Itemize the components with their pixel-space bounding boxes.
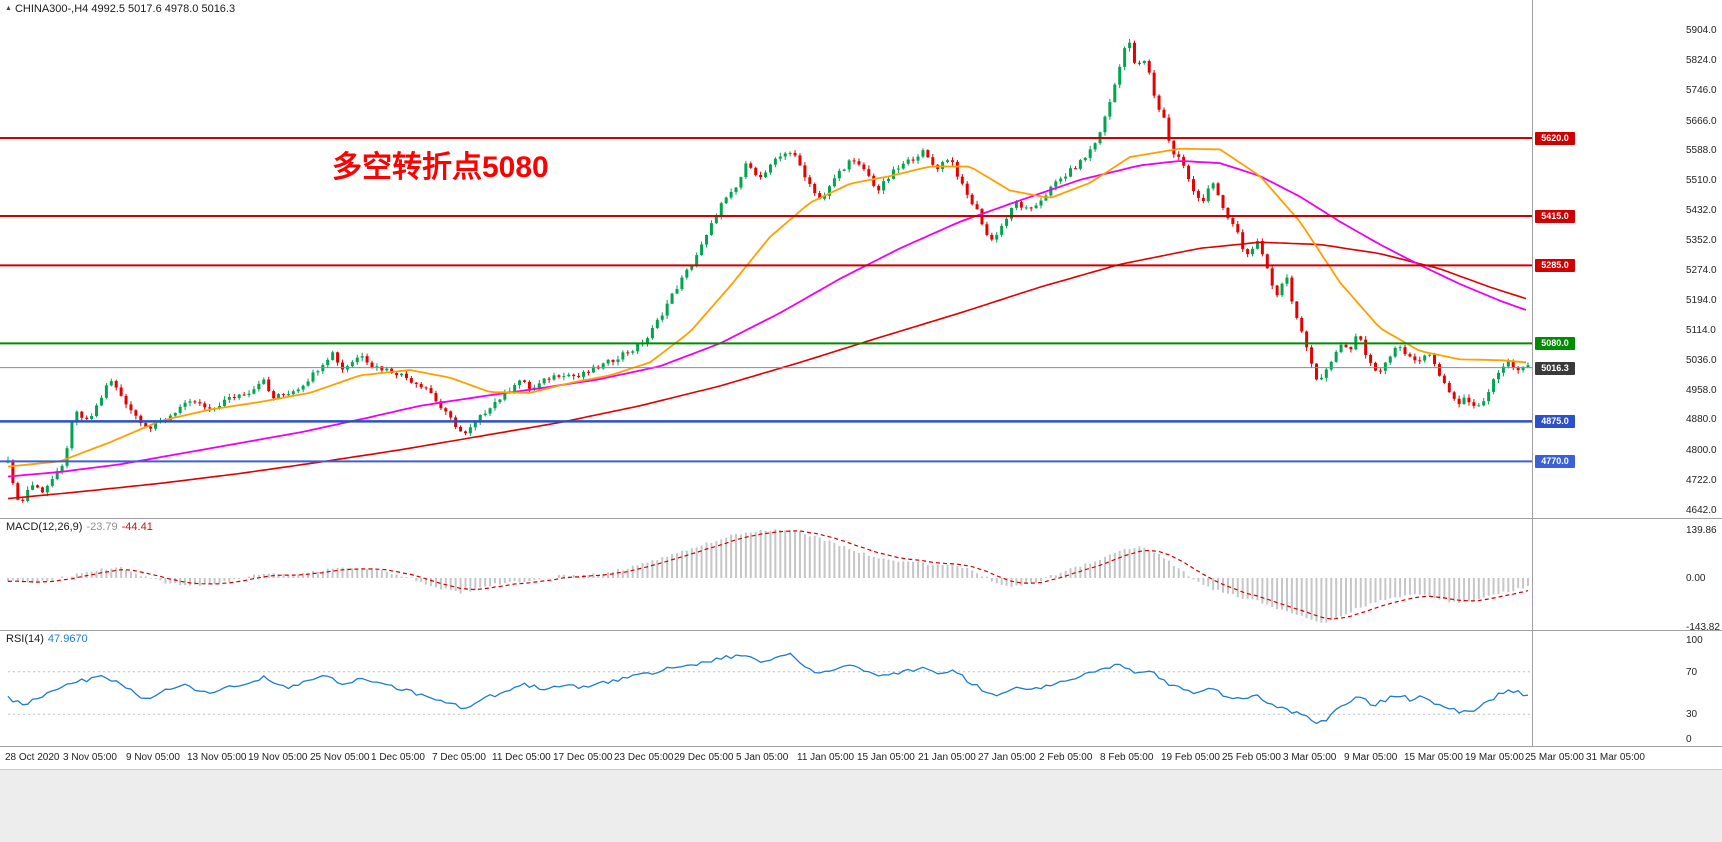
time-axis-label: 31 Mar 05:00 (1586, 752, 1645, 763)
price-axis-tick: 5432.0 (1686, 205, 1717, 216)
price-level-badge: 5415.0 (1535, 210, 1575, 223)
time-axis-label: 1 Dec 05:00 (371, 752, 425, 763)
bottom-strip (0, 769, 1722, 842)
time-axis-label: 2 Feb 05:00 (1039, 752, 1093, 763)
price-axis-tick: 4880.0 (1686, 414, 1717, 425)
time-axis-label: 15 Mar 05:00 (1404, 752, 1463, 763)
chart-canvas[interactable] (0, 0, 1722, 769)
price-axis-tick: 5194.0 (1686, 295, 1717, 306)
time-axis-label: 29 Dec 05:00 (674, 752, 734, 763)
macd-axis-tick: -143.82 (1686, 622, 1720, 633)
time-axis-label: 9 Nov 05:00 (126, 752, 180, 763)
time-axis-label: 3 Nov 05:00 (63, 752, 117, 763)
price-axis-tick: 5824.0 (1686, 55, 1717, 66)
rsi-indicator-label: RSI(14) 47.9670 (6, 633, 88, 645)
time-axis-label: 8 Feb 05:00 (1100, 752, 1154, 763)
time-axis-label: 25 Nov 05:00 (310, 752, 370, 763)
price-level-badge: 5620.0 (1535, 132, 1575, 145)
time-axis-label: 19 Feb 05:00 (1161, 752, 1220, 763)
price-level-badge: 4875.0 (1535, 415, 1575, 428)
rsi-axis-tick: 0 (1686, 734, 1692, 745)
time-axis-label: 15 Jan 05:00 (857, 752, 915, 763)
price-level-badge: 5285.0 (1535, 259, 1575, 272)
rsi-name: RSI(14) (6, 633, 44, 645)
time-axis-label: 9 Mar 05:00 (1344, 752, 1398, 763)
macd-signal-value: -44.41 (121, 521, 153, 533)
price-axis-tick: 5036.0 (1686, 355, 1717, 366)
time-axis-label: 25 Mar 05:00 (1525, 752, 1584, 763)
macd-main-value: -23.79 (86, 521, 118, 533)
symbol-marker-icon: ▲ (5, 5, 12, 12)
price-axis-tick: 5904.0 (1686, 25, 1717, 36)
symbol-ohlc-text: CHINA300-,H4 4992.5 5017.6 4978.0 5016.3 (14, 3, 236, 15)
time-axis-label: 28 Oct 2020 (5, 752, 60, 763)
time-axis-label: 23 Dec 05:00 (614, 752, 674, 763)
rsi-axis-tick: 70 (1686, 667, 1698, 678)
time-axis-label: 3 Mar 05:00 (1283, 752, 1337, 763)
price-axis-tick: 5114.0 (1686, 325, 1716, 336)
time-axis-label: 17 Dec 05:00 (553, 752, 613, 763)
time-axis-label: 13 Nov 05:00 (187, 752, 247, 763)
time-axis-label: 7 Dec 05:00 (432, 752, 486, 763)
time-axis-label: 5 Jan 05:00 (736, 752, 789, 763)
time-axis-label: 25 Feb 05:00 (1222, 752, 1281, 763)
time-axis-label: 11 Jan 05:00 (797, 752, 855, 763)
price-axis-tick: 4722.0 (1686, 475, 1717, 486)
macd-axis-tick: 0.00 (1686, 573, 1706, 584)
rsi-value: 47.9670 (47, 633, 88, 645)
time-axis-label: 27 Jan 05:00 (978, 752, 1036, 763)
price-axis-tick: 5588.0 (1686, 145, 1717, 156)
price-axis-tick: 5746.0 (1686, 85, 1717, 96)
price-level-badge: 4770.0 (1535, 455, 1575, 468)
time-axis-label: 21 Jan 05:00 (918, 752, 976, 763)
price-axis-tick: 5666.0 (1686, 116, 1717, 127)
rsi-axis-tick: 100 (1686, 635, 1703, 646)
chart-title: ▲ CHINA300-,H4 4992.5 5017.6 4978.0 5016.… (5, 3, 235, 15)
time-axis[interactable] (0, 747, 1722, 769)
macd-axis-tick: 139.86 (1686, 525, 1717, 536)
rsi-axis-tick: 30 (1686, 709, 1698, 720)
macd-indicator-label: MACD(12,26,9) -23.79 -44.41 (6, 521, 153, 533)
price-axis-tick: 4800.0 (1686, 445, 1717, 456)
macd-name: MACD(12,26,9) (6, 521, 83, 533)
price-axis-tick: 4642.0 (1686, 505, 1717, 516)
price-level-badge: 5080.0 (1535, 337, 1575, 350)
price-axis-tick: 5352.0 (1686, 235, 1717, 246)
time-axis-label: 11 Dec 05:00 (492, 752, 551, 763)
chart-annotation-text: 多空转折点5080 (332, 151, 549, 184)
time-axis-label: 19 Mar 05:00 (1465, 752, 1524, 763)
price-level-badge: 5016.3 (1535, 362, 1575, 375)
time-axis-label: 19 Nov 05:00 (248, 752, 308, 763)
price-axis-tick: 5510.0 (1686, 175, 1717, 186)
price-axis-tick: 4958.0 (1686, 385, 1717, 396)
price-axis-tick: 5274.0 (1686, 265, 1717, 276)
